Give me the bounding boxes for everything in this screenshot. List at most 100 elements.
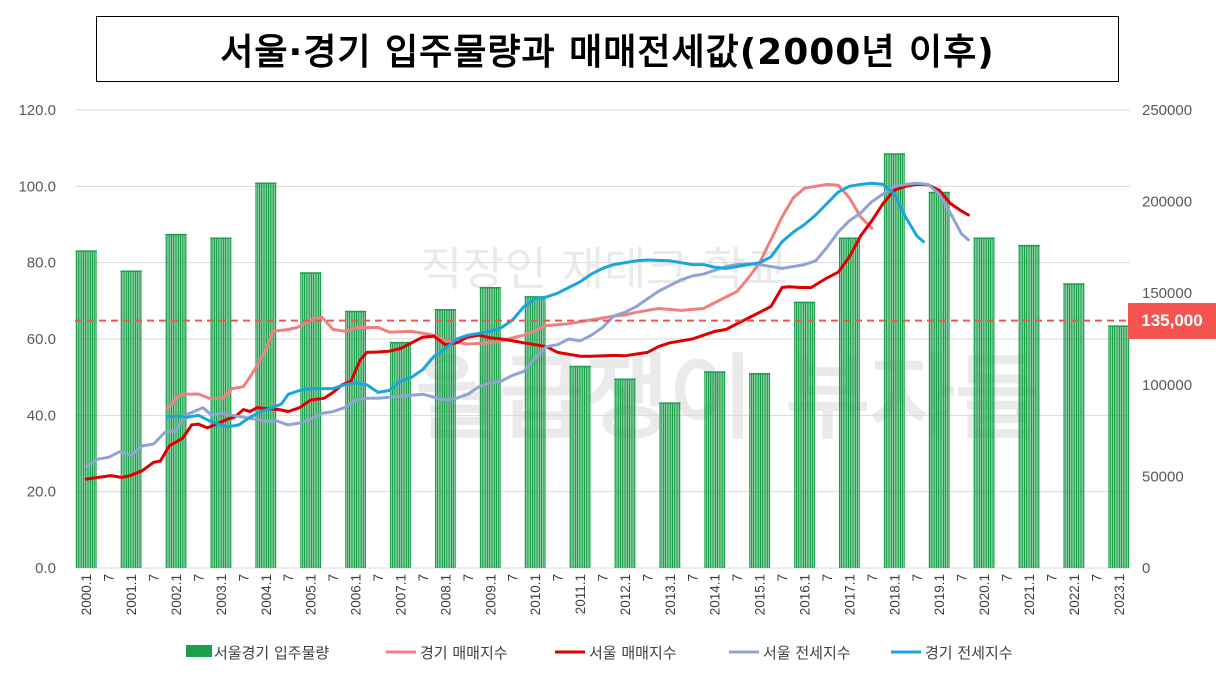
x-axis-tick-label: 2003.1 <box>214 574 229 615</box>
x-axis-tick-label: 2023.1 <box>1112 574 1127 615</box>
supply-bar-2010 <box>524 296 546 568</box>
supply-bar-2003 <box>210 237 232 568</box>
right-axis-tick-label: 150000 <box>1142 285 1192 302</box>
x-axis-tick-label: 2001.1 <box>124 574 139 615</box>
series-line-2 <box>84 181 970 469</box>
supply-bar-2014 <box>704 371 726 568</box>
left-axis-tick-label: 40.0 <box>27 407 56 424</box>
right-axis-tick-label: 200000 <box>1142 194 1192 211</box>
chart-title: 서울·경기 입주물량과 매매전세값(2000년 이후) <box>220 32 995 73</box>
x-axis-tick-label: 2012.1 <box>618 574 633 615</box>
supply-bar-2018 <box>883 153 905 568</box>
x-axis-tick-label: 7 <box>1044 574 1059 582</box>
x-axis-tick-label: 7 <box>1089 574 1104 582</box>
x-axis-tick-label: 7 <box>326 574 341 582</box>
watermark-line2: 월급쟁이 부자들 <box>415 345 1040 452</box>
x-axis-tick-label: 7 <box>775 574 790 582</box>
supply-bar-2004 <box>255 182 277 568</box>
x-axis-tick-label: 2021.1 <box>1022 574 1037 615</box>
supply-bar-2009 <box>479 286 501 568</box>
x-axis-tick-label: 2007.1 <box>393 574 408 615</box>
x-axis-tick-label: 7 <box>596 574 611 582</box>
left-axis-tick-label: 20.0 <box>27 484 56 501</box>
supply-bar-2006 <box>344 310 367 568</box>
supply-bar-2007 <box>389 341 412 568</box>
x-axis-tick-label: 7 <box>191 574 206 582</box>
left-axis-tick-label: 0.0 <box>35 560 56 577</box>
supply-bar-2023 <box>1108 325 1130 568</box>
x-axis-tick-label: 2016.1 <box>798 574 813 615</box>
supply-bar-2000 <box>75 250 97 568</box>
supply-bar-2001 <box>120 270 142 568</box>
supply-bar-2002 <box>165 233 187 568</box>
x-axis-tick-label: 2015.1 <box>753 574 768 615</box>
x-axis-tick-label: 7 <box>147 574 162 582</box>
legend-swatch-bar <box>186 645 212 657</box>
x-axis-tick-label: 7 <box>1000 574 1015 582</box>
x-axis-tick-label: 2018.1 <box>887 574 902 615</box>
x-axis-tick-label: 2006.1 <box>349 574 364 615</box>
legend-label: 경기 매매지수 <box>420 644 508 662</box>
x-axis-tick-label: 2002.1 <box>169 574 184 615</box>
x-axis-tick-label: 2017.1 <box>842 574 857 615</box>
x-axis-tick-label: 2010.1 <box>528 574 543 615</box>
supply-bar-2021 <box>1018 244 1040 568</box>
supply-bar-2013 <box>659 402 681 568</box>
supply-bar-2012 <box>614 378 636 568</box>
x-axis-tick-label: 2008.1 <box>438 574 453 615</box>
legend-label: 경기 전세지수 <box>925 644 1013 662</box>
left-axis-tick-label: 80.0 <box>27 255 56 272</box>
supply-bar-2019 <box>928 191 950 568</box>
grid <box>75 109 1130 569</box>
x-axis-tick-label: 7 <box>865 574 880 582</box>
x-axis-tick-label: 7 <box>640 574 655 582</box>
reference-value-badge: 135,000 <box>1128 303 1216 339</box>
series-line-3 <box>165 181 925 429</box>
x-axis-tick-label: 7 <box>416 574 431 582</box>
right-axis-tick-label: 100000 <box>1142 377 1192 394</box>
x-axis-tick-label: 7 <box>910 574 925 582</box>
x-axis-tick-label: 7 <box>102 574 117 582</box>
supply-bar-2015 <box>748 373 771 568</box>
legend-label: 서울 매매지수 <box>589 644 677 662</box>
supply-bar-2022 <box>1063 283 1085 568</box>
x-axis-tick-label: 7 <box>551 574 566 582</box>
x-axis-tick-label: 7 <box>236 574 251 582</box>
x-axis-tick-label: 2005.1 <box>304 574 319 615</box>
x-axis-tick-label: 2009.1 <box>483 574 498 615</box>
x-axis-tick-label: 2004.1 <box>259 574 274 615</box>
x-axis-tick-label: 2013.1 <box>663 574 678 615</box>
legend-label: 서울 전세지수 <box>763 644 851 662</box>
right-axis-tick-label: 250000 <box>1142 102 1192 119</box>
x-axis-tick-label: 7 <box>955 574 970 582</box>
left-axis-tick-label: 60.0 <box>27 331 56 348</box>
chart-title-box: 서울·경기 입주물량과 매매전세값(2000년 이후) <box>96 16 1119 82</box>
index-lines <box>84 181 970 481</box>
right-axis-tick-label: 50000 <box>1142 468 1184 485</box>
x-axis-tick-label: 7 <box>730 574 745 582</box>
supply-bar-2017 <box>838 237 861 568</box>
x-axis-tick-label: 2011.1 <box>573 574 588 614</box>
left-axis-tick-label: 100.0 <box>18 178 56 195</box>
supply-bar-2020 <box>973 237 995 568</box>
x-axis-tick-label: 2019.1 <box>932 574 947 615</box>
x-axis-tick-label: 2020.1 <box>977 574 992 615</box>
x-axis-tick-label: 7 <box>371 574 386 582</box>
right-axis-tick-label: 0 <box>1142 560 1150 577</box>
legend-label: 서울경기 입주물량 <box>214 644 329 662</box>
x-axis-tick-label: 2014.1 <box>708 574 723 615</box>
supply-bar-2011 <box>569 365 591 568</box>
x-axis-tick-label: 2022.1 <box>1067 574 1082 615</box>
supply-bar-2016 <box>793 301 816 568</box>
x-axis-tick-label: 7 <box>685 574 700 582</box>
left-axis-tick-label: 120.0 <box>18 102 56 119</box>
legend: 서울경기 입주물량 경기 매매지수 서울 매매지수 서울 전세지수 경기 전세지수 <box>186 644 1013 662</box>
x-axis-tick-label: 7 <box>820 574 835 582</box>
x-axis-tick-label: 2000.1 <box>79 574 94 615</box>
x-axis-tick-label: 7 <box>506 574 521 582</box>
x-axis-tick-label: 7 <box>461 574 476 582</box>
axes: 0.0 20.0 40.0 60.0 80.0 100.0 120.0 0 50000 10000… <box>18 102 1192 615</box>
x-axis-tick-label: 7 <box>281 574 296 582</box>
series-line-1 <box>84 182 970 481</box>
